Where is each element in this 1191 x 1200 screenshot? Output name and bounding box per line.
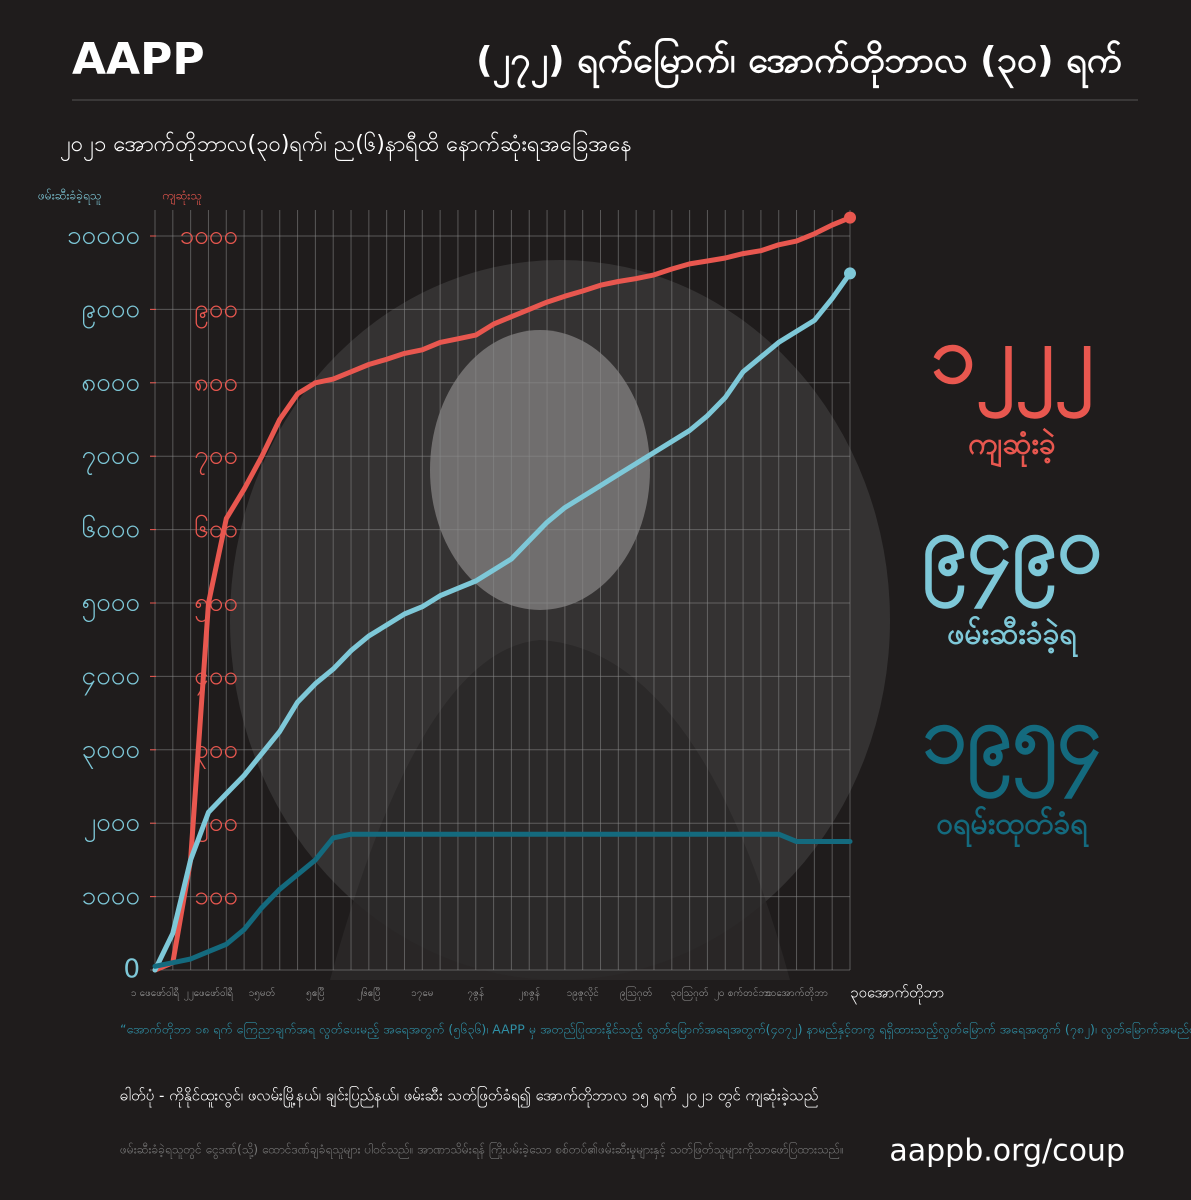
header-title: (၂၇၂) ရက်မြောက်၊ အောက်တိုဘာလ (၃၀) ရက် xyxy=(476,38,1122,89)
y2-tick-label: ၅၀၀ xyxy=(194,588,238,623)
y2-tick-label: ၉၀၀ xyxy=(194,294,238,329)
stat-label: ဝရမ်းထုတ်ခံရ xyxy=(936,806,1090,849)
chart-title: ၂၀၂၁ အောက်တိုဘာလ(၃၀)ရက်၊ ည(၆)နာရီထိ နောက… xyxy=(60,130,632,161)
x-tick-label: ၂၆ဧပြီ xyxy=(357,985,381,1001)
y2-axis-title: ကျဆုံးသူ xyxy=(162,189,202,206)
x-tick-label: ၃၀အောက်တိုဘာ xyxy=(850,984,944,1005)
x-tick-label: ၁ ဖေဖော်ဝါရီ xyxy=(131,986,180,1001)
photo-face xyxy=(430,330,650,610)
stat-value: ၉၄၉၀ xyxy=(922,498,1102,609)
series-line xyxy=(152,215,853,973)
brand: AAPP xyxy=(72,34,205,85)
photo-caption: ဓါတ်ပုံ - ကိုနိုင်ထူးလွင်၊ ဖလမ်းမြို့နယ်… xyxy=(120,1086,818,1108)
y-tick-label: ၅၀၀၀ xyxy=(82,588,141,623)
y2-tick-label: ၁၀၀၀ xyxy=(180,221,239,251)
x-tick-label: ၁၅မတ် xyxy=(249,986,276,1001)
series-line xyxy=(152,270,853,973)
y2-tick-label: ၈၀၀ xyxy=(194,367,238,397)
y-tick-label: ၆၀၀၀ xyxy=(82,512,141,544)
x-tick-label: ၁၇မေ xyxy=(411,988,433,1001)
stat-value: ၁၉၅၄ xyxy=(922,688,1102,799)
plot: 0၁၀၀၀၂၀၀၀၃၀၀၀၄၀၀၀၅၀၀၀၆၀၀၀၇၀၀၀၈၀၀၀၉၀၀၀၁၀၀… xyxy=(67,210,944,1005)
x-tick-label: ၉ဩဂုတ် xyxy=(620,985,652,1001)
y-tick-label: ၉၀၀၀ xyxy=(82,294,141,329)
x-tick-label: ၅ဧပြီ xyxy=(306,985,325,1001)
stat-label: ဖမ်းဆီးခံခဲ့ရ xyxy=(947,616,1079,659)
x-tick-label: ၁၁အောက်တိုဘာ xyxy=(765,986,828,1001)
y2-tick-label: ၆၀၀ xyxy=(194,512,238,544)
y-tick-label: ၈၀၀၀ xyxy=(81,367,140,397)
photo-body xyxy=(330,640,790,980)
y-tick-label: ၁၀၀၀ xyxy=(82,881,141,911)
footnote: ဖမ်းဆီးခံခဲ့ရသူတွင် ငွေဒဏ်(သို့) ထောင်ဒဏ… xyxy=(120,1141,844,1160)
end-dot xyxy=(844,211,856,224)
quote: “အောက်တိုဘာ ၁၈ ရက် ကြေညာချက်အရ လွတ်ပေးမည… xyxy=(120,1021,1191,1040)
x-tick-label: ၇ဇွန် xyxy=(467,986,484,1001)
y-tick-label: ၁၀၀၀၀ xyxy=(67,221,141,251)
y-tick-label: ၂၀၀၀ xyxy=(83,808,140,843)
x-tick-label: ၁၉ဇူလိုင် xyxy=(567,986,599,1001)
y-tick-label: ၄၀၀၀ xyxy=(82,661,141,696)
y-tick-label: ၇၀၀၀ xyxy=(82,441,141,476)
series-line xyxy=(152,831,853,969)
y2-tick-label: ၇၀၀ xyxy=(194,441,238,476)
y-axis-title: ဖမ်းဆီးခံခဲ့ရသူ xyxy=(38,188,101,206)
y-tick-label: ၃၀၀၀ xyxy=(82,734,141,769)
x-tick-label: ၂၀ စက်တင်ဘာ xyxy=(714,986,772,1001)
x-tick-label: ၂၂ဖေဖော်ဝါရီ xyxy=(184,986,234,1001)
x-tick-label: ၃၀ဩဂုတ် xyxy=(671,985,709,1001)
y-tick-label: 0 xyxy=(123,955,140,985)
stats: ၁၂၂၂ကျဆုံးခဲ့၉၄၉၀ဖမ်းဆီးခံခဲ့ရ၁၉၅၄ဝရမ်းထ… xyxy=(922,308,1102,849)
y2-tick-label: ၁၀၀ xyxy=(194,881,238,911)
y2-tick-label: ၃၀၀ xyxy=(194,734,238,769)
end-dot xyxy=(844,267,856,280)
x-tick-label: ၂၈ဇွန် xyxy=(518,986,540,1001)
url: aappb.org/coup xyxy=(889,1134,1125,1169)
stat-value: ၁၂၂၂ xyxy=(931,308,1094,419)
